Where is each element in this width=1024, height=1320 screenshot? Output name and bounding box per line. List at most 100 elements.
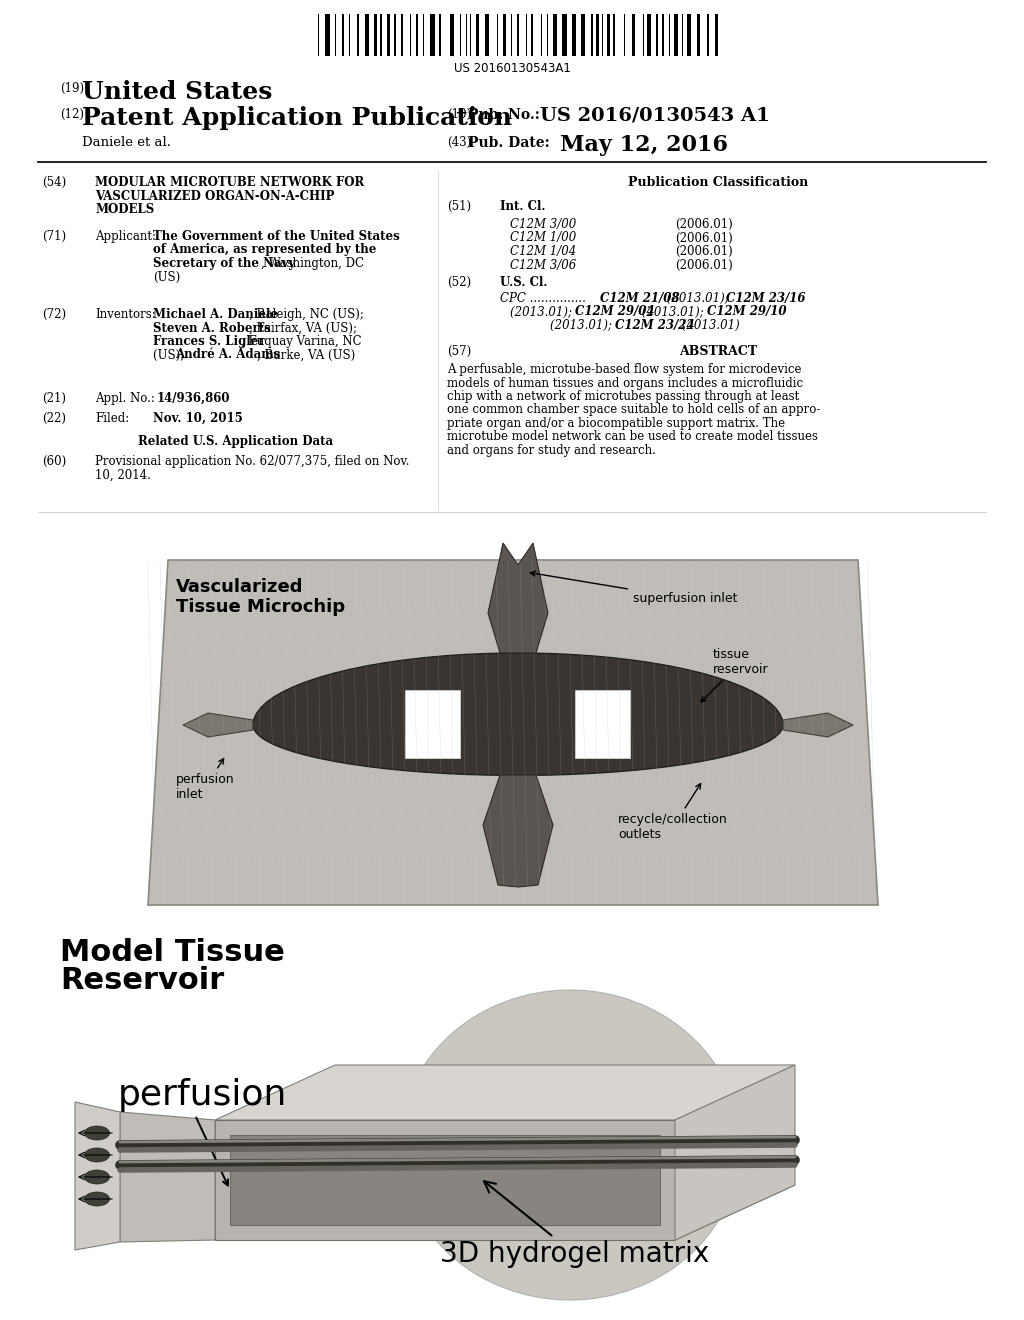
Text: (US): (US) [153,271,180,284]
Text: (21): (21) [42,392,66,405]
Text: André A. Adams: André A. Adams [175,348,281,362]
Bar [607,15,610,55]
Text: C12M 1/00: C12M 1/00 [510,231,577,244]
Text: 3D hydrogel matrix: 3D hydrogel matrix [440,1181,710,1269]
Bar [325,15,330,55]
Bar [450,15,454,55]
Text: , Raleigh, NC (US);: , Raleigh, NC (US); [249,308,364,321]
Text: May 12, 2016: May 12, 2016 [560,135,728,156]
Text: Michael A. Daniele: Michael A. Daniele [153,308,278,321]
Text: (12): (12) [60,108,84,121]
Polygon shape [215,1065,795,1119]
Text: VASCULARIZED ORGAN-ON-A-CHIP: VASCULARIZED ORGAN-ON-A-CHIP [95,190,335,202]
Polygon shape [215,1185,795,1239]
Text: (10): (10) [447,108,471,121]
Bar [416,15,418,55]
Text: 14/936,860: 14/936,860 [157,392,230,405]
Text: , Washington, DC: , Washington, DC [261,257,364,271]
Polygon shape [253,653,783,775]
Text: Pub. No.:: Pub. No.: [468,108,540,121]
Text: Reservoir: Reservoir [60,966,224,995]
Text: (71): (71) [42,230,67,243]
Bar [715,15,718,55]
Bar [596,15,599,55]
Text: (51): (51) [447,201,471,213]
Text: Steven A. Roberts: Steven A. Roberts [153,322,270,334]
Polygon shape [75,1102,120,1250]
Text: Provisional application No. 62/077,375, filed on Nov.: Provisional application No. 62/077,375, … [95,455,410,469]
Polygon shape [215,1119,675,1239]
Text: Model Tissue: Model Tissue [60,939,285,968]
Bar [613,15,615,55]
Bar [476,15,479,55]
Bar [707,15,709,55]
Text: ABSTRACT: ABSTRACT [680,345,758,358]
Text: (US);: (US); [153,348,188,362]
Text: priate organ and/or a biocompatible support matrix. The: priate organ and/or a biocompatible supp… [447,417,785,430]
Text: (54): (54) [42,176,67,189]
Bar [517,15,519,55]
Text: Appl. No.:: Appl. No.: [95,392,155,405]
Text: A perfusable, microtube-based flow system for microdevice: A perfusable, microtube-based flow syste… [447,363,802,376]
Text: (52): (52) [447,276,471,289]
Bar [697,15,700,55]
Polygon shape [675,1065,795,1239]
Text: US 2016/0130543 A1: US 2016/0130543 A1 [540,106,770,124]
Text: models of human tissues and organs includes a microfluidic: models of human tissues and organs inclu… [447,376,803,389]
Bar [394,15,396,55]
Text: recycle/collection
outlets: recycle/collection outlets [618,784,728,841]
Text: (2006.01): (2006.01) [675,246,733,257]
Text: C12M 23/16: C12M 23/16 [726,292,806,305]
Bar [656,15,658,55]
Bar [485,15,489,55]
Text: C12M 29/04: C12M 29/04 [575,305,654,318]
Text: (60): (60) [42,455,67,469]
Ellipse shape [400,990,740,1300]
Bar [674,15,678,55]
Text: perfusion: perfusion [118,1078,288,1111]
Bar [575,690,630,758]
Text: The Government of the United States: The Government of the United States [153,230,399,243]
Text: Related U.S. Application Data: Related U.S. Application Data [138,436,334,447]
Bar [647,15,651,55]
Polygon shape [230,1135,660,1225]
Ellipse shape [85,1148,110,1162]
Bar [581,15,585,55]
Polygon shape [488,543,548,653]
Text: MODULAR MICROTUBE NETWORK FOR: MODULAR MICROTUBE NETWORK FOR [95,176,365,189]
Text: MODELS: MODELS [95,203,155,216]
Polygon shape [120,1111,215,1242]
Text: Inventors:: Inventors: [95,308,156,321]
Text: (2013.01);: (2013.01); [663,292,732,305]
Text: (43): (43) [447,136,471,149]
Ellipse shape [85,1170,110,1184]
Text: one common chamber space suitable to hold cells of an appro-: one common chamber space suitable to hol… [447,404,820,417]
Bar [439,15,441,55]
Text: Applicant:: Applicant: [95,230,156,243]
Bar [591,15,593,55]
Text: chip with a network of microtubes passing through at least: chip with a network of microtubes passin… [447,389,800,403]
Ellipse shape [85,1192,110,1206]
Text: CPC ...............: CPC ............... [500,292,590,305]
Text: (2006.01): (2006.01) [675,259,733,272]
Bar [687,15,691,55]
Polygon shape [148,560,878,906]
Text: (2013.01): (2013.01) [678,319,739,333]
Text: , Fairfax, VA (US);: , Fairfax, VA (US); [249,322,357,334]
Text: (2013.01);: (2013.01); [510,305,575,318]
Bar [387,15,390,55]
Bar [430,15,435,55]
Polygon shape [483,775,553,887]
Text: tissue
reservoir: tissue reservoir [701,648,769,702]
Text: Daniele et al.: Daniele et al. [82,136,171,149]
Bar [662,15,664,55]
Text: Pub. Date:: Pub. Date: [468,136,550,150]
Text: United States: United States [82,81,272,104]
Text: C12M 21/08: C12M 21/08 [600,292,680,305]
Bar [503,15,506,55]
Bar [374,15,377,55]
Text: Patent Application Publication: Patent Application Publication [82,106,512,129]
Text: Secretary of the Navy: Secretary of the Navy [153,257,295,271]
Ellipse shape [85,1126,110,1140]
Text: C12M 29/10: C12M 29/10 [707,305,786,318]
